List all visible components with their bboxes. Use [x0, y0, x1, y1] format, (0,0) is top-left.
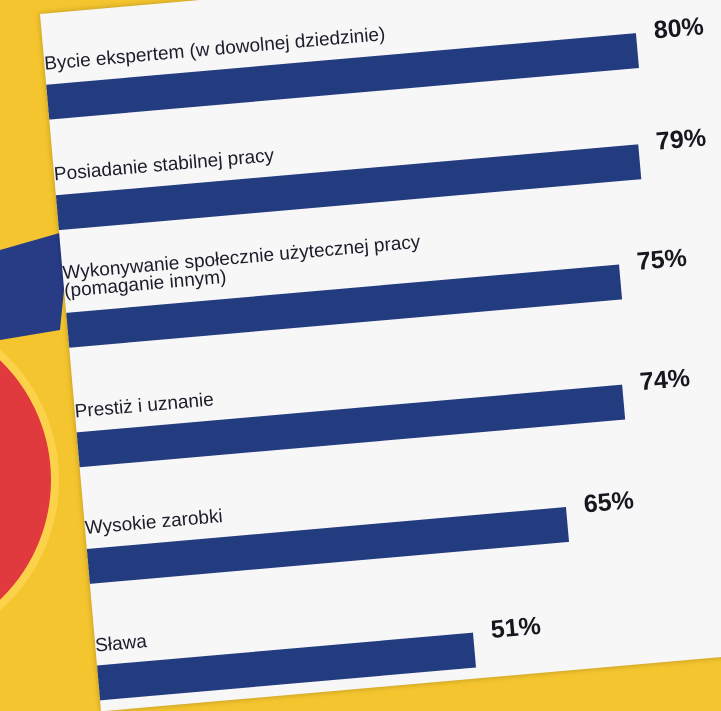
category-label-s-awa: Sława — [94, 631, 148, 656]
value-label-prestiz-i-uznanie: 74% — [639, 364, 691, 396]
red-circle-shape — [0, 349, 59, 611]
navy-triangle-shape — [0, 230, 70, 340]
chart-card: Bycie ekspertem (w dowolnej dziedzinie) 8… — [40, 0, 721, 711]
value-label-posiadanie-stabilnej-pracy: 79% — [655, 123, 707, 155]
bar-wysokie-zarobki — [86, 507, 570, 584]
category-label-prestiz-i-uznanie: Prestiż i uznanie — [74, 389, 215, 422]
bar-bycie-ekspertem-w-dowolnej-dzi — [46, 33, 639, 120]
bar-s-awa — [96, 632, 477, 701]
background-decoration — [0, 230, 70, 611]
category-label-wysokie-zarobki: Wysokie zarobki — [84, 506, 223, 539]
bar-chart: Bycie ekspertem (w dowolnej dziedzinie) 8… — [43, 12, 707, 701]
value-label-bycie-ekspertem-w-dowolnej-dzi: 80% — [653, 12, 705, 44]
value-label-s-awa: 51% — [490, 612, 542, 644]
value-label-wysokie-zarobki: 65% — [583, 486, 635, 518]
bar-wykonywanie-spo-ecznie-uz-ytec — [66, 264, 623, 348]
bar-prestiz-i-uznanie — [76, 384, 626, 468]
bar-posiadanie-stabilnej-pracy — [55, 144, 642, 231]
value-label-wykonywanie-spo-ecznie-uz-ytec: 75% — [636, 244, 688, 276]
